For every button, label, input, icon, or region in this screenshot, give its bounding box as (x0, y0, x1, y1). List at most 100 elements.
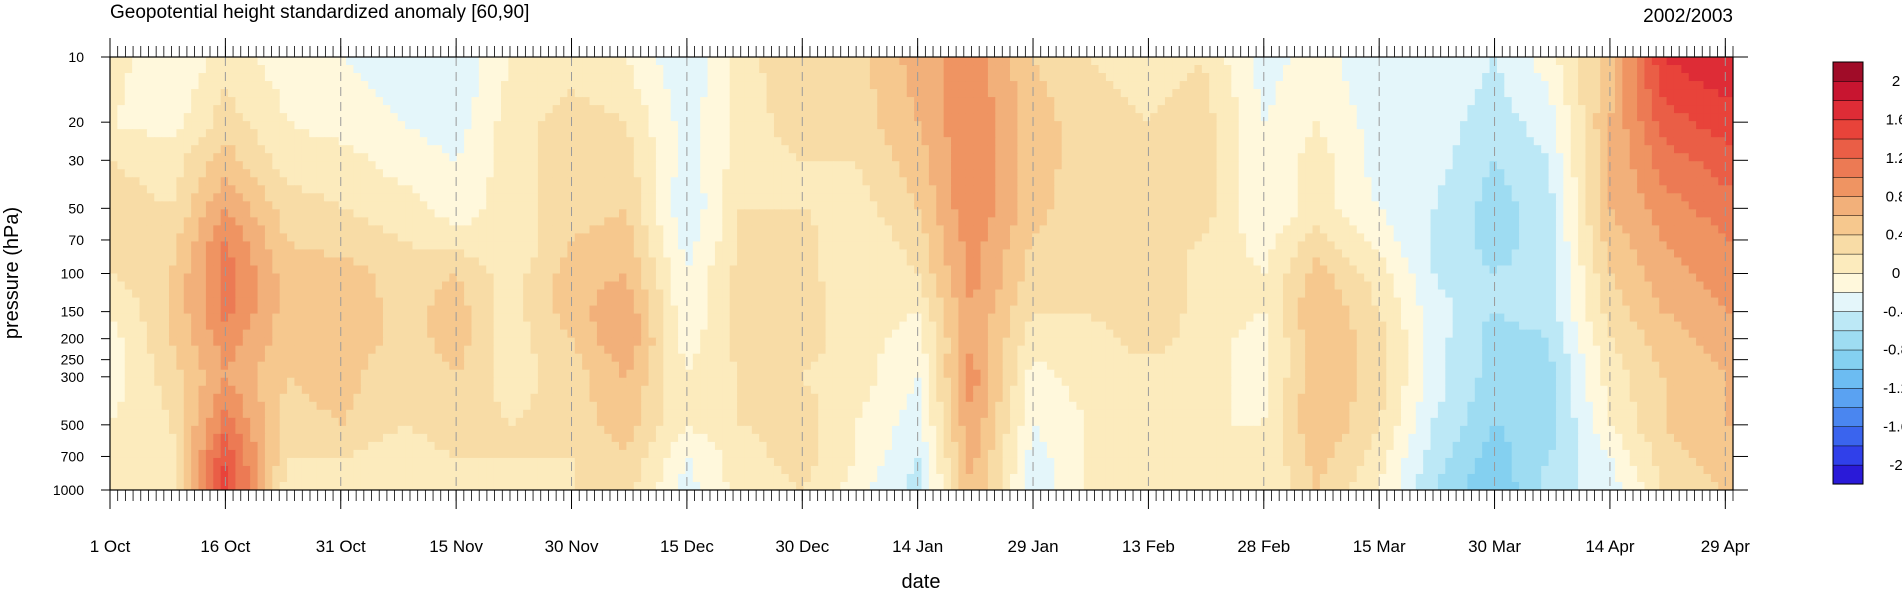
heatmap-cell (877, 65, 886, 74)
heatmap-cell (1548, 137, 1557, 146)
heatmap-cell (176, 73, 185, 82)
heatmap-cell (1305, 161, 1314, 170)
heatmap-cell (1637, 73, 1646, 82)
heatmap-cell (722, 89, 731, 98)
heatmap-cell (264, 185, 273, 194)
heatmap-cell (1327, 145, 1336, 154)
heatmap-cell (788, 121, 797, 130)
heatmap-cell (139, 137, 148, 146)
heatmap-cell (1437, 113, 1446, 122)
heatmap-cell (1445, 177, 1454, 186)
heatmap-cell (1415, 217, 1424, 226)
heatmap-cell (995, 137, 1004, 146)
heatmap-cell (1349, 113, 1358, 122)
heatmap-cell (958, 161, 967, 170)
heatmap-cell (1054, 121, 1063, 130)
heatmap-cell (1076, 89, 1085, 98)
heatmap-cell (1460, 185, 1469, 194)
heatmap-cell (840, 177, 849, 186)
heatmap-cell (692, 137, 701, 146)
heatmap-cell (663, 73, 672, 82)
heatmap-cell (1356, 153, 1365, 162)
heatmap-cell (1253, 73, 1262, 82)
heatmap-cell (515, 57, 524, 66)
heatmap-cell (257, 57, 266, 66)
heatmap-cell (1703, 177, 1712, 186)
heatmap-cell (132, 73, 141, 82)
heatmap-cell (1164, 89, 1173, 98)
heatmap-cell (183, 137, 192, 146)
heatmap-cell (176, 81, 185, 90)
heatmap-cell (1342, 177, 1350, 186)
heatmap-cell (132, 153, 141, 162)
heatmap-cell (928, 89, 937, 98)
heatmap-cell (110, 73, 118, 82)
heatmap-cell (1201, 137, 1210, 146)
heatmap-cell (737, 121, 746, 130)
heatmap-cell (1128, 217, 1137, 226)
heatmap-cell (1054, 209, 1063, 218)
heatmap-cell (1128, 185, 1137, 194)
heatmap-cell (692, 89, 701, 98)
heatmap-cell (1496, 193, 1505, 202)
heatmap-cell (1526, 161, 1535, 170)
heatmap-cell (1201, 145, 1210, 154)
heatmap-cell (250, 65, 259, 74)
heatmap-cell (508, 113, 517, 122)
heatmap-cell (235, 193, 244, 202)
heatmap-cell (1614, 105, 1623, 114)
heatmap-cell (1113, 225, 1122, 235)
heatmap-cell (1105, 193, 1114, 202)
heatmap-cell (397, 129, 406, 138)
heatmap-cell (1415, 201, 1424, 210)
heatmap-cell (1282, 113, 1291, 122)
heatmap-cell (1548, 89, 1557, 98)
heatmap-cell (220, 97, 229, 106)
heatmap-cell (360, 137, 369, 146)
heatmap-cell (847, 89, 856, 98)
heatmap-cell (1098, 153, 1107, 162)
heatmap-cell (1209, 217, 1218, 226)
heatmap-cell (346, 193, 355, 202)
heatmap-cell (1555, 129, 1564, 138)
heatmap-cell (309, 113, 318, 122)
heatmap-cell (1253, 105, 1262, 114)
heatmap-cell (1578, 137, 1587, 146)
heatmap-cell (537, 145, 546, 154)
heatmap-cell (1504, 209, 1513, 218)
heatmap-cell (1327, 209, 1336, 218)
heatmap-cell (877, 57, 886, 66)
heatmap-cell (1592, 145, 1601, 154)
heatmap-cell (301, 89, 310, 98)
heatmap-cell (1142, 153, 1151, 162)
heatmap-cell (1489, 97, 1498, 106)
heatmap-cell (1098, 97, 1107, 106)
heatmap-cell (906, 233, 915, 243)
heatmap-cell (1401, 201, 1409, 210)
heatmap-cell (1282, 145, 1291, 154)
heatmap-cell (722, 65, 731, 74)
heatmap-cell (412, 169, 421, 178)
heatmap-cell (146, 129, 155, 138)
heatmap-cell (995, 201, 1004, 210)
heatmap-cell (1482, 201, 1491, 210)
heatmap-cell (973, 121, 982, 130)
heatmap-cell (272, 137, 281, 146)
heatmap-cell (1150, 57, 1159, 66)
heatmap-cell (899, 129, 908, 138)
heatmap-cell (198, 73, 207, 82)
heatmap-cell (1349, 97, 1358, 106)
heatmap-cell (1364, 137, 1373, 146)
heatmap-cell (1585, 169, 1594, 178)
heatmap-cell (626, 97, 635, 106)
heatmap-cell (405, 185, 414, 194)
heatmap-cell (1637, 201, 1646, 210)
heatmap-cell (169, 209, 177, 218)
heatmap-cell (987, 105, 996, 114)
heatmap-cell (921, 145, 930, 154)
heatmap-cell (1489, 73, 1498, 82)
heatmap-cell (1533, 89, 1542, 98)
heatmap-cell (921, 161, 930, 170)
heatmap-cell (1061, 177, 1070, 186)
heatmap-cell (110, 81, 118, 90)
